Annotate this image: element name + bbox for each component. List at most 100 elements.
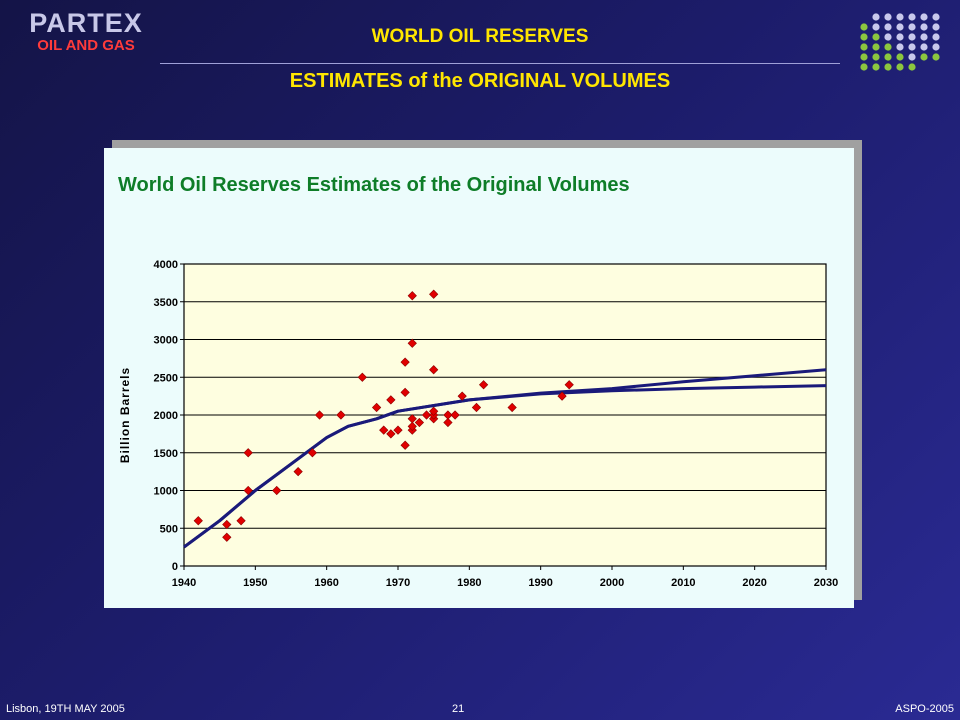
data-point (407, 338, 417, 348)
footer-event: ASPO-2005 (895, 703, 954, 715)
data-point (386, 395, 396, 405)
x-tick-label: 2030 (814, 577, 838, 589)
x-tick-label: 2010 (671, 577, 695, 589)
decorative-dot (932, 13, 940, 21)
data-point (293, 467, 303, 477)
decorative-dot (896, 43, 904, 51)
data-point (222, 532, 232, 542)
data-point (471, 402, 482, 413)
x-tick-label: 1950 (243, 577, 267, 589)
decorative-dot (908, 53, 916, 61)
data-point (457, 391, 467, 401)
data-point (400, 357, 410, 367)
x-tick-label: 2000 (600, 577, 624, 589)
data-point (336, 410, 346, 420)
decorative-dot (872, 33, 880, 41)
y-tick-label: 2000 (154, 410, 178, 422)
decorative-dot (908, 13, 916, 21)
data-point (379, 425, 389, 435)
decorative-dot (872, 43, 880, 51)
decorative-dot (920, 33, 928, 41)
decorative-dot (920, 13, 928, 21)
data-point (557, 391, 567, 401)
decorative-dot (908, 63, 916, 71)
plot-frame (183, 263, 827, 567)
y-axis-label: Billion Barrels (118, 367, 132, 463)
decorative-dot (896, 63, 904, 71)
x-tick-label: 1960 (314, 577, 338, 589)
decorative-dot (860, 33, 868, 41)
x-tick-label: 1970 (386, 577, 410, 589)
y-tick-label: 0 (172, 561, 178, 573)
decorative-dot (932, 53, 940, 61)
partex-logo: PARTEX OIL AND GAS (16, 8, 156, 54)
decorative-dot (896, 13, 904, 21)
decorative-dots (860, 13, 940, 71)
data-point (450, 410, 460, 420)
data-point (421, 410, 432, 420)
chart-panel: World Oil Reserves Estimates of the Orig… (104, 148, 854, 608)
x-tick-label: 1990 (528, 577, 552, 589)
decorative-dot (884, 33, 892, 41)
data-point (564, 380, 574, 390)
data-point (393, 425, 403, 435)
y-tick-label: 3000 (154, 335, 178, 347)
decorative-dot (872, 63, 880, 71)
decorative-dot (884, 13, 892, 21)
decorative-dot (932, 43, 940, 51)
data-point (443, 410, 453, 420)
decorative-dot (872, 13, 880, 21)
chart-title: World Oil Reserves Estimates of the Orig… (118, 174, 630, 196)
data-point (314, 410, 325, 420)
footer-location-date: Lisbon, 19TH MAY 2005 (6, 703, 125, 715)
slide-subtitle: ESTIMATES of the ORIGINAL VOLUMES (289, 70, 671, 92)
x-tick-label: 1940 (172, 577, 196, 589)
decorative-dot (896, 23, 904, 31)
data-point (193, 516, 203, 526)
y-tick-label: 1000 (154, 486, 178, 498)
data-point (236, 516, 246, 526)
decorative-dot (920, 53, 928, 61)
decorative-dot (884, 53, 892, 61)
data-point (507, 402, 517, 413)
decorative-dot (884, 23, 892, 31)
data-point (357, 372, 367, 382)
trend-curve (183, 384, 827, 549)
footer-page-number: 21 (452, 703, 465, 715)
data-point (429, 365, 439, 375)
decorative-dot (908, 33, 916, 41)
x-tick-label: 2020 (742, 577, 766, 589)
scatter-chart: 0 500 1000 1500 2000 2500 3000 3500 4000 1940 1950… (118, 259, 838, 589)
decorative-dot (860, 23, 868, 31)
data-point (243, 448, 253, 458)
title-divider (160, 63, 840, 64)
decorative-dot (860, 43, 868, 51)
y-tick-label: 500 (160, 523, 178, 535)
decorative-dot (872, 23, 880, 31)
y-tick-label: 2500 (154, 372, 178, 384)
decorative-dot (860, 63, 868, 71)
decorative-dot (920, 43, 928, 51)
data-point (371, 402, 382, 413)
data-point (243, 485, 253, 496)
decorative-dot (932, 23, 940, 31)
decorative-dot (872, 53, 880, 61)
slide-title: WORLD OIL RESERVES (371, 26, 589, 47)
data-point (407, 421, 417, 431)
data-point (429, 406, 439, 416)
data-point (400, 387, 410, 397)
decorative-dot (908, 23, 916, 31)
decorative-dot (884, 63, 892, 71)
decorative-dot (896, 53, 904, 61)
data-point (429, 289, 439, 299)
data-point (443, 417, 453, 428)
data-point (307, 448, 318, 458)
decorative-dot (932, 33, 940, 41)
decorative-dot (908, 43, 916, 51)
decorative-dot (896, 33, 904, 41)
logo-sub-text: OIL AND GAS (37, 37, 135, 54)
data-point (407, 291, 417, 301)
data-point (222, 519, 232, 530)
data-point (407, 414, 417, 424)
data-point (386, 429, 396, 439)
